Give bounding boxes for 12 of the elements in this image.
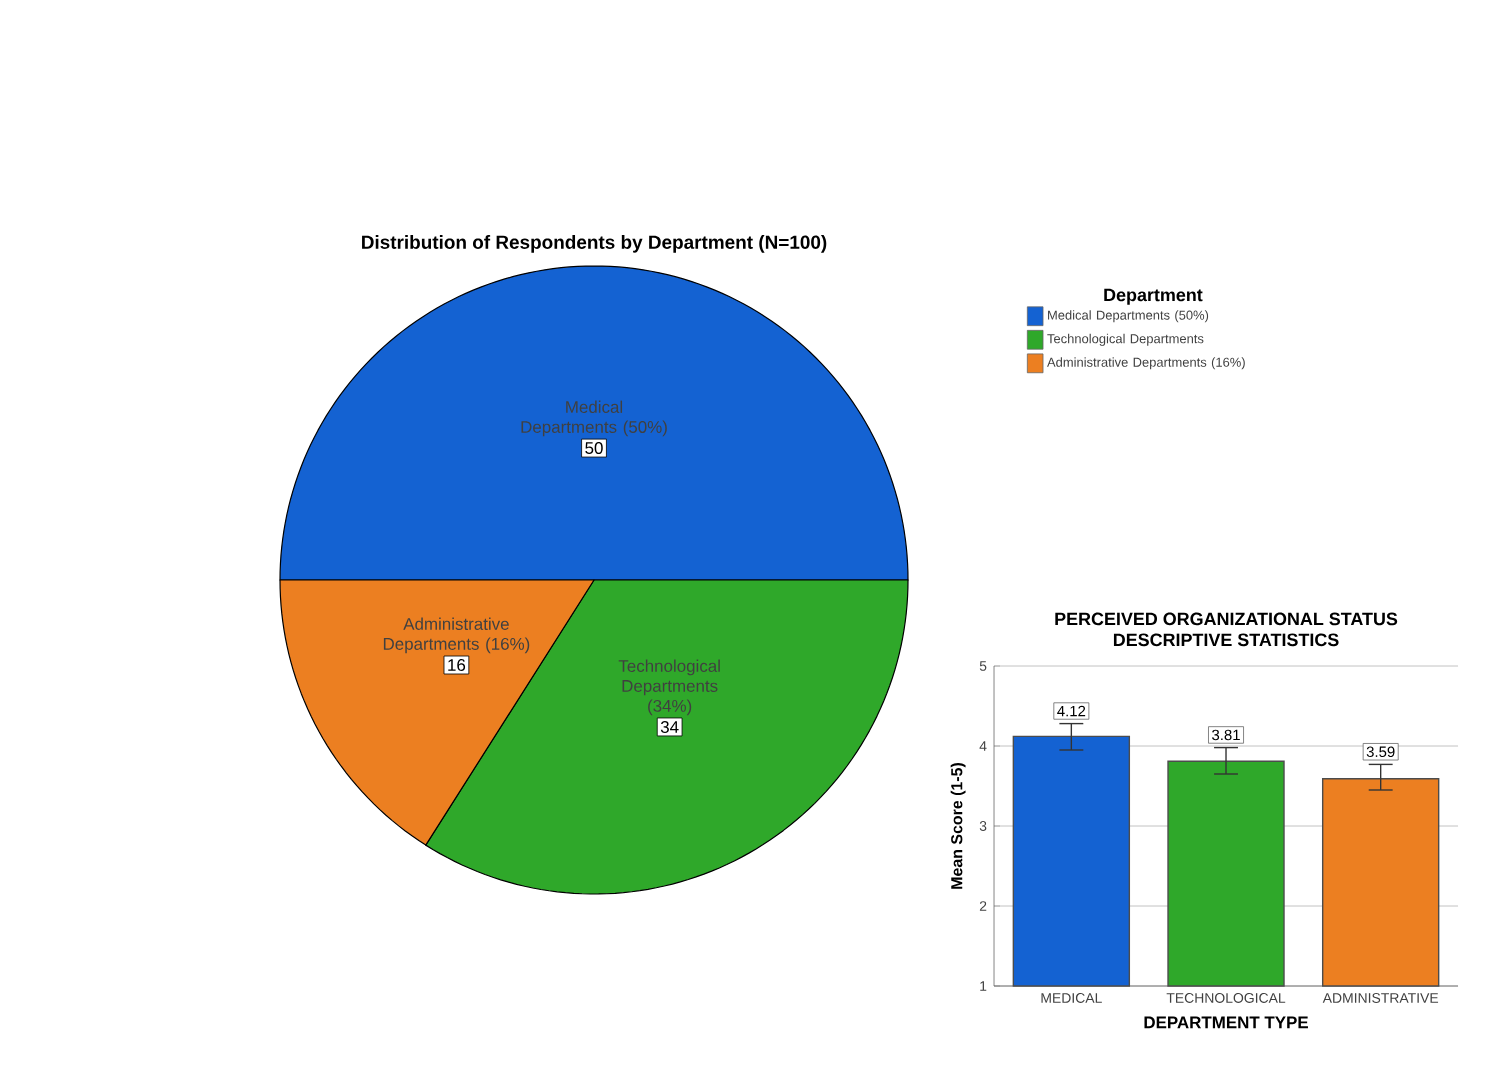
chart-title: PERCEIVED ORGANIZATIONAL STATUS (1055, 612, 1398, 626)
text: (34%) (648, 699, 692, 716)
legend-title: Department (1104, 288, 1203, 305)
data-label: 50 (585, 442, 603, 455)
slice-label: Medical Departments (50%) (521, 400, 667, 437)
data-label: 34 (660, 720, 679, 733)
slice-label: Administrative Departments (16%) (383, 617, 530, 654)
chart-subtitle: DESCRIPTIVE STATISTICS (1113, 633, 1339, 647)
x-axis-title: DEPARTMENT TYPE (1144, 1016, 1308, 1029)
chart-title: Distribution of Respondents by Department (N=100) (362, 235, 827, 253)
slice-label: Technological Departments (618, 659, 720, 696)
data-label: 16 (448, 659, 466, 672)
